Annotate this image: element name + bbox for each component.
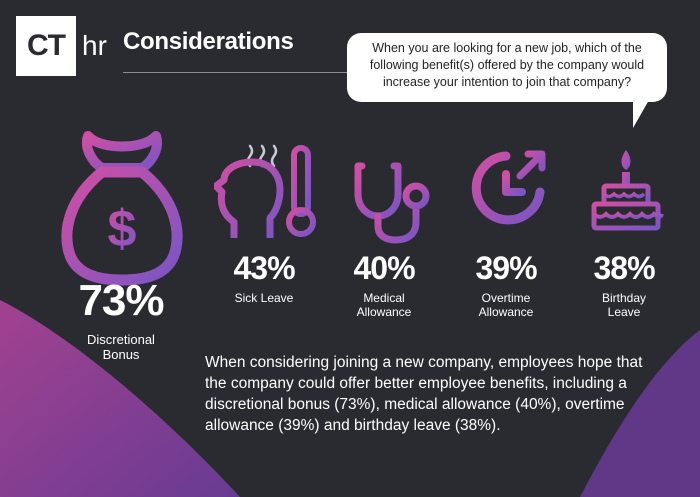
medical-allowance-label: Medical Allowance (356, 291, 412, 319)
summary-text: When considering joining a new company, … (205, 354, 643, 434)
overtime-allowance-label: Overtime Allowance (478, 291, 534, 319)
question-bubble-tail (633, 100, 649, 128)
sick-leave-label: Sick Leave (234, 291, 294, 305)
overtime-allowance-percent: 39% (475, 250, 537, 286)
stethoscope-icon (354, 162, 430, 244)
birthday-leave-percent: 38% (593, 250, 655, 286)
clock-arrow-icon (471, 150, 546, 225)
cthr-logo: CT hr (16, 16, 112, 76)
money-bag-icon: $ (61, 131, 183, 286)
birthday-cake-icon (591, 150, 664, 231)
bonus-label: Discretional Bonus (87, 332, 155, 362)
logo-suffix: hr (82, 30, 107, 61)
birthday-leave-label: Birthday Leave (601, 291, 647, 319)
medical-allowance-percent: 40% (353, 250, 415, 286)
sick-leave-percent: 43% (233, 250, 295, 286)
svg-text:$: $ (108, 200, 137, 258)
question-bubble: When you are looking for a new job, whic… (347, 33, 667, 102)
page-title: Considerations (123, 28, 294, 55)
logo-box: CT (16, 16, 76, 76)
title-divider (123, 72, 353, 73)
bonus-percent: 73% (78, 276, 164, 325)
sick-head-thermometer-icon (214, 144, 316, 238)
